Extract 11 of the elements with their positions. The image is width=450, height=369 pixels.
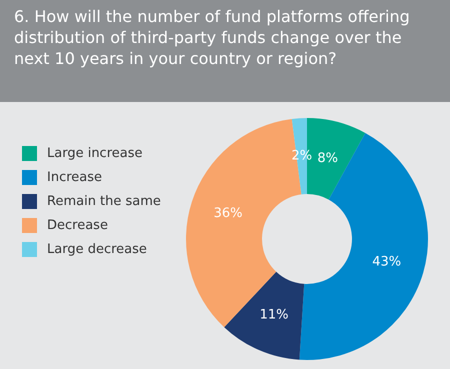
data-label: 11% — [260, 308, 288, 323]
chart-title: 6. How will the number of fund platforms offering distribution of third-party funds change over the next 10 years in your country or region? — [0, 0, 450, 102]
legend-label: Large decrease — [47, 242, 147, 257]
legend-label: Decrease — [47, 218, 108, 233]
data-label: 36% — [214, 206, 243, 221]
legend-label: Remain the same — [47, 194, 161, 209]
legend-label: Increase — [47, 170, 102, 185]
data-label: 8% — [317, 151, 338, 166]
legend-label: Large increase — [47, 146, 143, 161]
donut-slice — [224, 272, 304, 360]
data-label: 43% — [372, 254, 402, 270]
